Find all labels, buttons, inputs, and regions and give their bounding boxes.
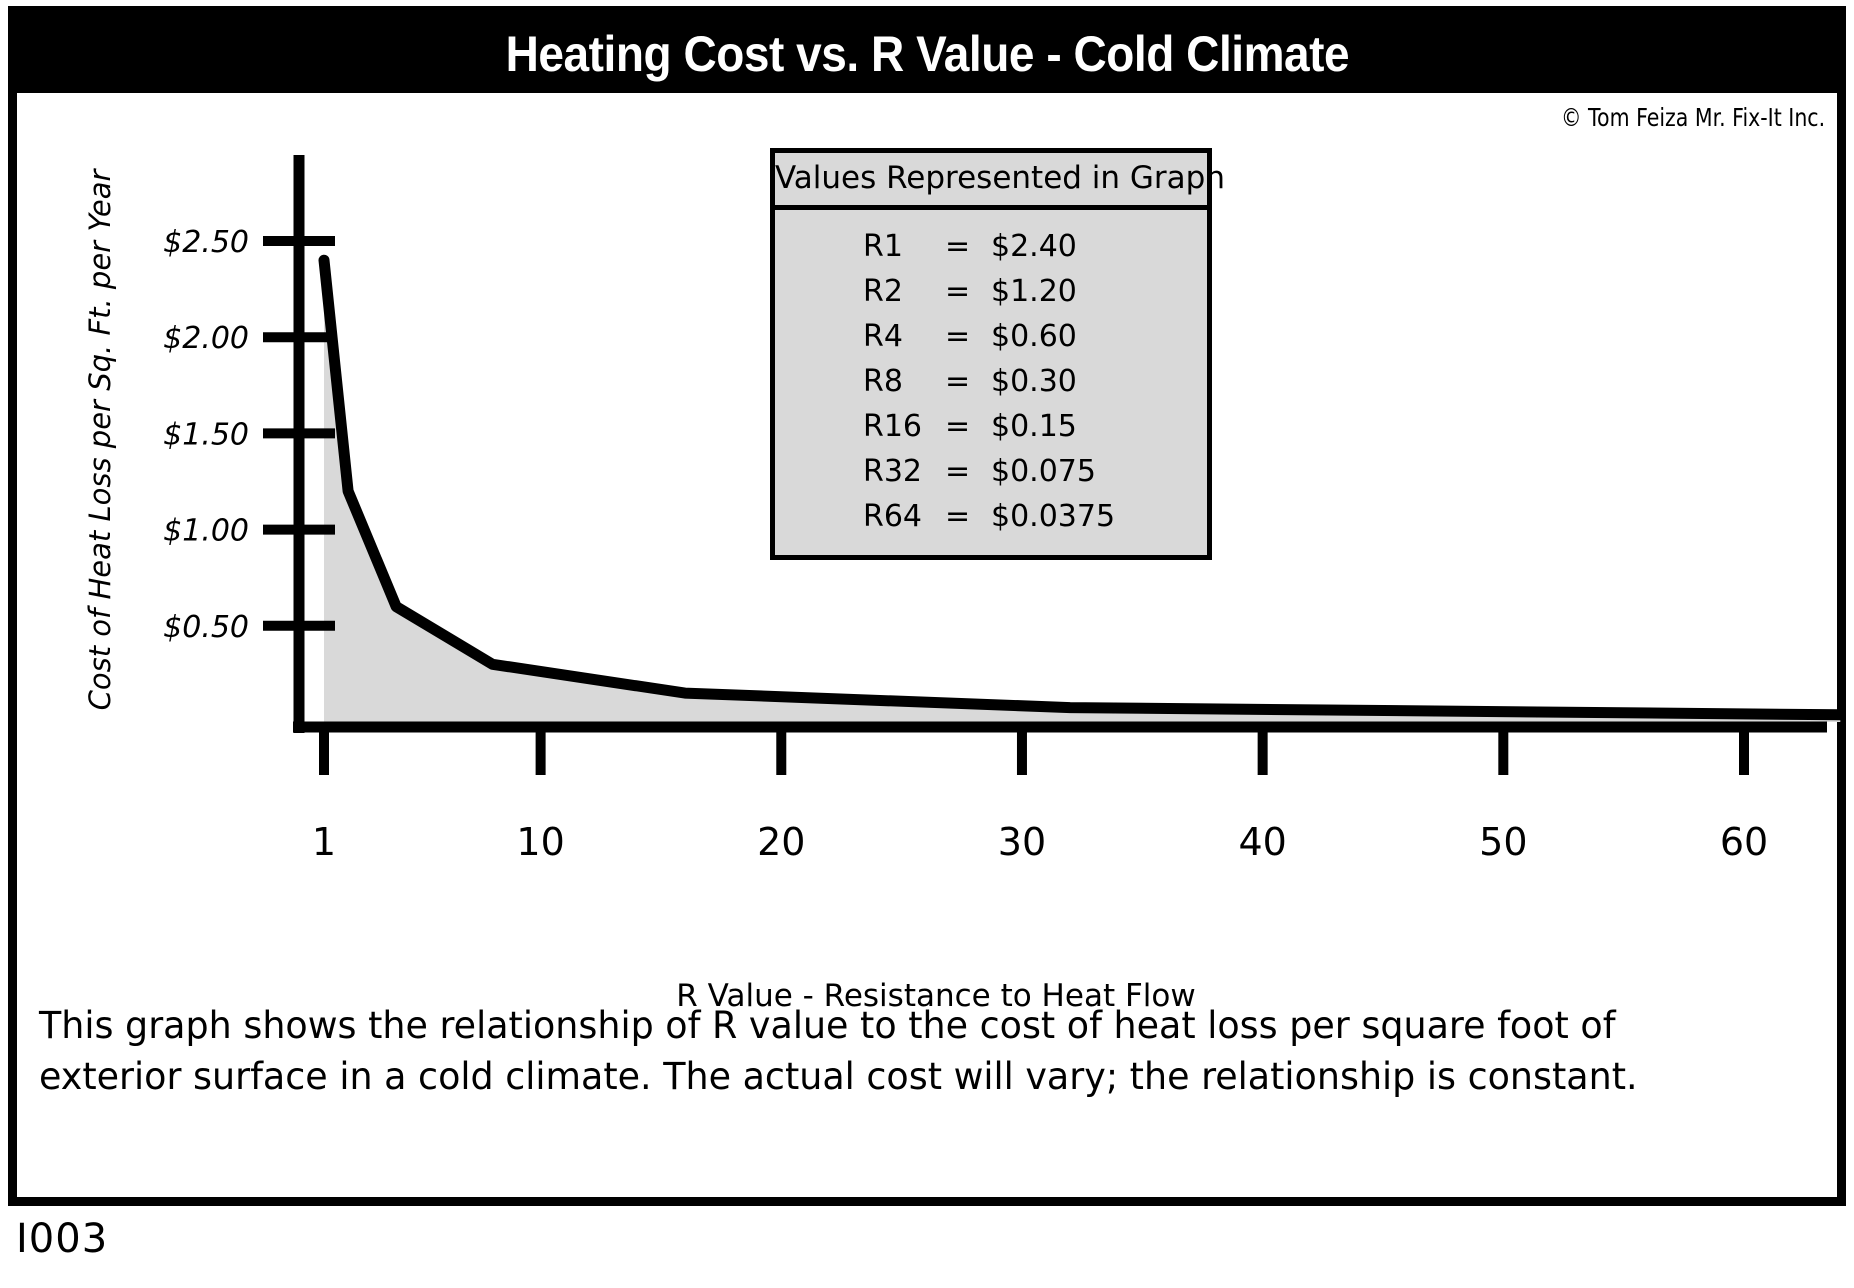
values-legend-equals: = [945,319,971,354]
caption-line-2: exterior surface in a cold climate. The … [39,1055,1638,1099]
x-axis-tick-label: 10 [516,820,564,864]
y-axis-tick-label: $2.50 [163,225,249,260]
values-legend-equals: = [945,409,971,444]
area-fill [324,260,1841,722]
values-legend-equals: = [945,364,971,399]
values-legend-row: R4 = $0.60 [775,314,1207,359]
values-legend-equals: = [945,274,971,309]
values-legend-row: R8 = $0.30 [775,359,1207,404]
figure-frame: Heating Cost vs. R Value - Cold Climate … [8,6,1846,1206]
figure-caption: This graph shows the relationship of R v… [17,1000,1854,1102]
data-line [318,254,1846,721]
values-legend-header: Values Represented in Graph [775,153,1225,210]
title-bar: Heating Cost vs. R Value - Cold Climate [17,15,1837,93]
page-title: Heating Cost vs. R Value - Cold Climate [505,26,1349,82]
values-legend-box: Values Represented in Graph R1 = $2.40 R2 = $… [770,148,1225,560]
values-legend-label: R32 [863,454,923,489]
x-axis-title: R Value - Resistance to Heat Flow [676,978,1196,1014]
x-axis-tick-label: 40 [1238,820,1286,864]
values-legend-value: $1.20 [991,274,1077,309]
x-axis-tick-label: 60 [1720,820,1768,864]
values-legend-value: $2.40 [991,229,1077,264]
values-legend-label: R4 [863,319,903,354]
values-legend-label: R16 [863,409,923,444]
y-axis-tick-label: $2.00 [163,321,249,356]
copyright-notice: © Tom Feiza Mr. Fix-It Inc. [1560,103,1825,132]
values-legend-label: R8 [863,364,903,399]
y-axis-tick-label: $0.50 [163,610,249,645]
chart-svg: $0.50 $1.00 $1.50 $2.00 $2.50 1 10 20 30 40 50 60 [163,155,1846,864]
x-axis-tick-label: 50 [1479,820,1527,864]
y-axis-tick-label: $1.50 [163,417,249,452]
values-legend-label: R64 [863,499,923,534]
y-axis-title: Cost of Heat Loss per Sq. Ft. per Year [83,169,117,711]
x-axis-tick-label: 1 [312,820,336,864]
y-axis-tick-label: $1.00 [163,514,249,549]
x-axis-tick-label: 30 [998,820,1046,864]
values-legend-row: R32 = $0.075 [775,449,1207,494]
values-legend-value: $0.30 [991,364,1077,399]
figure-code: I003 [16,1216,109,1262]
chart-plot-area: $0.50 $1.00 $1.50 $2.00 $2.50 1 10 20 30 40 50 60 … [17,93,1854,1014]
values-legend-equals: = [945,499,971,534]
values-legend-label: R1 [863,229,903,264]
caption-line-1: This graph shows the relationship of R v… [39,1004,1616,1047]
values-legend-rows: R1 = $2.40 R2 = $1.20 R4 = $0.60 R8 = $0.30 R16 = $0.1… [775,210,1207,555]
values-legend-equals: = [945,454,971,489]
values-legend-equals: = [945,229,971,264]
values-legend-label: R2 [863,274,903,309]
values-legend-value: $0.075 [991,454,1096,489]
values-legend-value: $0.0375 [991,499,1116,534]
values-legend-row: R64 = $0.0375 [775,494,1207,539]
values-legend-row: R16 = $0.15 [775,404,1207,449]
values-legend-value: $0.15 [991,409,1077,444]
x-axis-tick-label: 20 [757,820,805,864]
values-legend-row: R1 = $2.40 [775,224,1207,269]
values-legend-value: $0.60 [991,319,1077,354]
x-axis-ticks: 1 10 20 30 40 50 60 [312,729,1768,864]
y-axis-ticks: $0.50 $1.00 $1.50 $2.00 $2.50 [163,225,335,645]
values-legend-row: R2 = $1.20 [775,269,1207,314]
